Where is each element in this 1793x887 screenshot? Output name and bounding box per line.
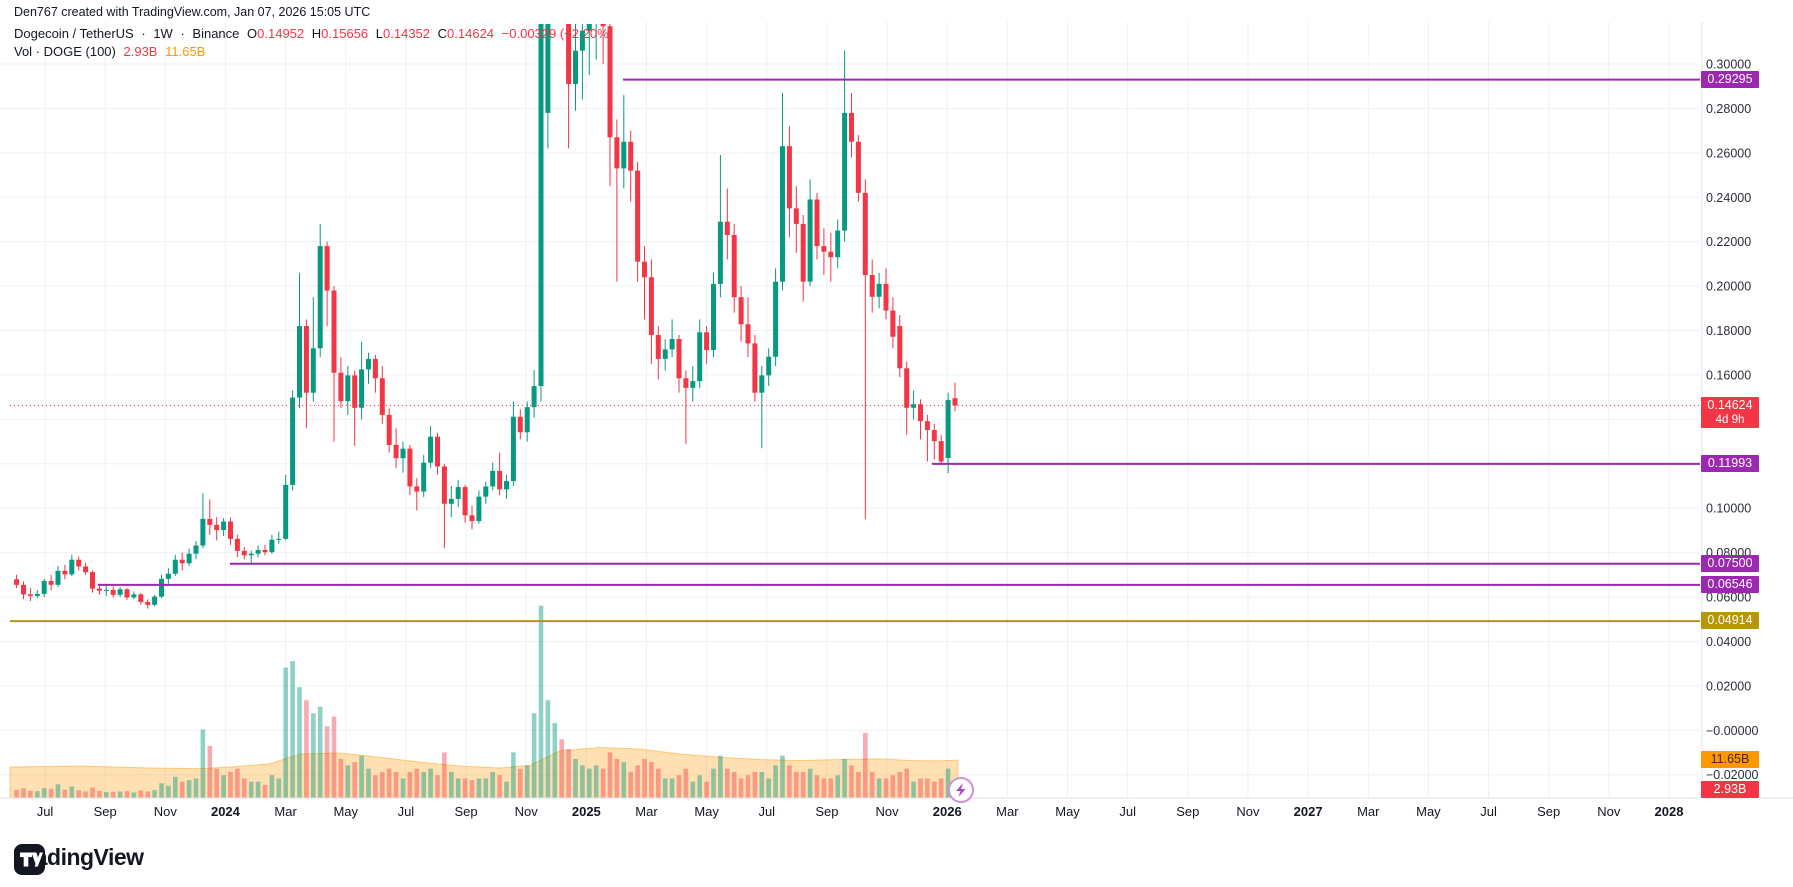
price-tick-label: 0.20000 [1706, 280, 1751, 294]
lightning-stamp-icon [948, 777, 974, 803]
time-tick-label: 2028 [1655, 804, 1684, 819]
volume-bars [14, 605, 958, 798]
price-tick-label: 0.04000 [1706, 635, 1751, 649]
price-tick-label: −0.02000 [1706, 768, 1759, 782]
time-axis[interactable]: Jul Sep Nov 2024 Mar May Jul Sep Nov 2025 Mar May Ju… [37, 804, 1684, 819]
time-tick-label: May [1416, 804, 1441, 819]
price-tick-label: 0.02000 [1706, 679, 1751, 693]
time-tick-label: Mar [996, 804, 1019, 819]
axis-badge-0.11993: 0.11993 [1701, 454, 1759, 472]
time-tick-label: Sep [815, 804, 838, 819]
time-tick-label: Jul [1480, 804, 1497, 819]
time-tick-label: Nov [876, 804, 900, 819]
time-tick-label: May [1055, 804, 1080, 819]
axis-badge-0.04914: 0.04914 [1701, 612, 1759, 630]
time-tick-label: Jul [1119, 804, 1136, 819]
price-tick-label: 0.10000 [1706, 502, 1751, 516]
axis-badge-0.06546: 0.06546 [1701, 575, 1759, 593]
time-tick-label: Nov [1236, 804, 1260, 819]
axis-badge-0.29295: 0.29295 [1701, 70, 1759, 88]
price-tick-label: 0.18000 [1706, 324, 1751, 338]
volume-ma-area [9, 746, 959, 799]
time-tick-label: May [333, 804, 358, 819]
candles [14, 24, 958, 609]
time-tick-label: Sep [94, 804, 117, 819]
time-tick-label: Sep [1537, 804, 1560, 819]
time-tick-label: Jul [398, 804, 415, 819]
price-tick-label: 0.16000 [1706, 368, 1751, 382]
axis-badge-0.07500: 0.07500 [1701, 554, 1759, 572]
time-tick-label: Nov [154, 804, 178, 819]
price-tick-label: 0.30000 [1706, 58, 1751, 72]
tradingview-footer[interactable]: TradingView [14, 844, 144, 875]
price-axis[interactable]: 0.30000 0.28000 0.26000 0.24000 0.22000 0.200… [1706, 58, 1759, 783]
time-tick-label: Mar [274, 804, 297, 819]
time-tick-label: 2026 [933, 804, 962, 819]
price-tick-label: 0.06000 [1706, 591, 1751, 605]
price-tick-label: −0.00000 [1706, 724, 1759, 738]
price-tick-label: 0.26000 [1706, 146, 1751, 160]
axis-badge-2.93B: 2.93B [1701, 781, 1759, 799]
time-tick-label: Mar [635, 804, 658, 819]
time-tick-label: Nov [1597, 804, 1621, 819]
time-tick-label: May [694, 804, 719, 819]
axis-badge-0.14624: 0.14624 4d 9h [1701, 396, 1759, 428]
time-tick-label: 2025 [572, 804, 601, 819]
time-tick-label: Jul [758, 804, 775, 819]
time-tick-label: Nov [515, 804, 539, 819]
price-tick-label: 0.24000 [1706, 191, 1751, 205]
axis-badge-11.65B: 11.65B [1701, 751, 1759, 769]
price-tick-label: 0.28000 [1706, 102, 1751, 116]
time-tick-label: Jul [37, 804, 54, 819]
countdown-label: 4d 9h [1715, 413, 1745, 426]
time-tick-label: Mar [1357, 804, 1380, 819]
tradingview-logo-icon[interactable] [14, 844, 45, 875]
price-tick-label: 0.22000 [1706, 235, 1751, 249]
time-tick-label: 2027 [1294, 804, 1323, 819]
time-tick-label: Sep [1176, 804, 1199, 819]
time-tick-label: Sep [454, 804, 477, 819]
time-tick-label: 2024 [211, 804, 241, 819]
